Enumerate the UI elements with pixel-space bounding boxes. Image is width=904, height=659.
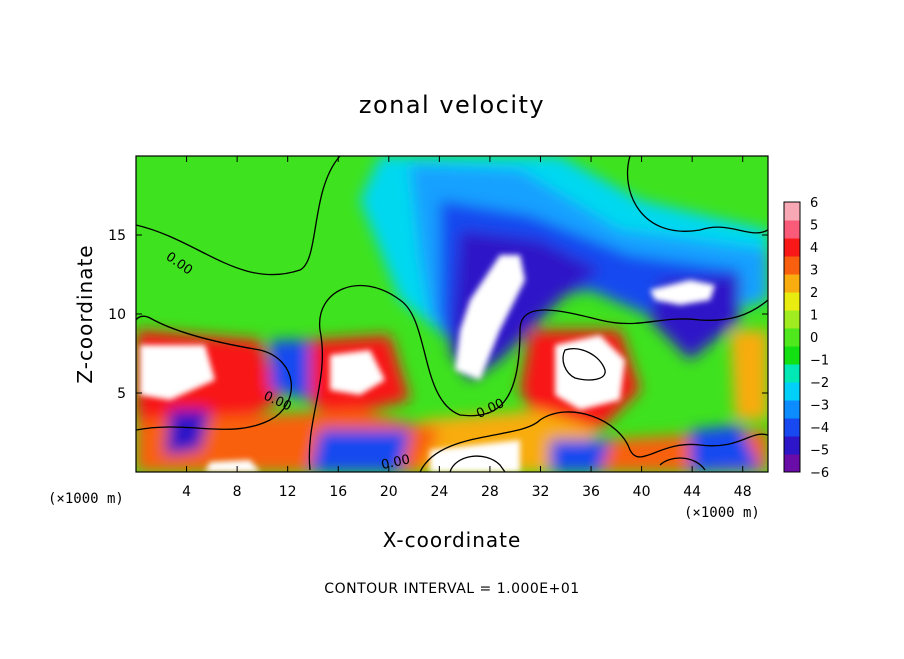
colorbar-tick-label: −4 xyxy=(810,421,829,436)
colorbar-segment xyxy=(784,454,800,473)
x-tick-label: 44 xyxy=(683,484,701,500)
colorbar-segment xyxy=(784,220,800,239)
colorbar-tick-label: 6 xyxy=(810,196,818,211)
x-axis: 4 8 12 16 20 24 28 32 36 40 44 48 xyxy=(182,156,752,500)
colorbar-segment xyxy=(784,274,800,293)
x-tick-label: 36 xyxy=(582,484,600,500)
x-tick-label: 32 xyxy=(532,484,550,500)
contour-interval-note: CONTOUR INTERVAL = 1.000E+01 xyxy=(324,581,579,597)
colorbar-segment xyxy=(784,256,800,275)
colorbar-tick-label: −3 xyxy=(810,399,829,414)
colorbar-segment xyxy=(784,418,800,437)
y-axis: 5 10 15 xyxy=(108,228,768,402)
colorbar-segment xyxy=(784,238,800,257)
x-tick-label: 12 xyxy=(279,484,297,500)
field-cores xyxy=(140,255,715,472)
x-tick-label: 48 xyxy=(734,484,752,500)
colorbar-tick-label: 3 xyxy=(810,264,818,279)
z-unit-label: (×1000 m) xyxy=(48,491,124,507)
colorbar-tick-label: 1 xyxy=(810,309,818,324)
colorbar-segment xyxy=(784,382,800,401)
colorbar-segment xyxy=(784,436,800,455)
colorbar-segment xyxy=(784,328,800,347)
velocity-field: 0.00 0.00 0.00 0.00 xyxy=(136,156,768,473)
colorbar-tick-label: −2 xyxy=(810,376,829,391)
colorbar-tick-label: −5 xyxy=(810,444,829,459)
y-tick-label: 5 xyxy=(117,386,126,402)
x-unit-label: (×1000 m) xyxy=(684,505,760,521)
colorbar-tick-label: −1 xyxy=(810,354,829,369)
chart-title: zonal velocity xyxy=(359,91,545,119)
y-tick-label: 10 xyxy=(108,307,126,323)
x-tick-label: 40 xyxy=(633,484,651,500)
contour-label: 0.00 xyxy=(380,452,411,473)
colorbar-tick-label: −6 xyxy=(810,466,829,481)
x-tick-label: 24 xyxy=(430,484,448,500)
x-tick-label: 8 xyxy=(233,484,242,500)
colorbar: 6 5 4 3 2 1 0 −1 −2 −3 −4 −5 −6 xyxy=(783,196,829,481)
y-axis-label: Z-coordinate xyxy=(73,244,97,383)
x-tick-label: 28 xyxy=(481,484,499,500)
colorbar-frame xyxy=(783,201,801,473)
y-tick-label: 15 xyxy=(108,228,126,244)
x-tick-label: 4 xyxy=(182,484,191,500)
x-axis-label: X-coordinate xyxy=(383,528,522,552)
colorbar-segment xyxy=(784,310,800,329)
colorbar-tick-label: 4 xyxy=(810,241,818,256)
zero-contours xyxy=(136,156,768,472)
x-tick-label: 16 xyxy=(329,484,347,500)
colorbar-tick-label: 0 xyxy=(810,331,818,346)
colorbar-segment xyxy=(784,364,800,383)
colorbar-tick-label: 2 xyxy=(810,286,818,301)
colorbar-segment xyxy=(784,400,800,419)
colorbar-segment xyxy=(784,346,800,365)
colorbar-segment xyxy=(784,292,800,311)
x-tick-label: 20 xyxy=(380,484,398,500)
colorbar-tick-label: 5 xyxy=(810,219,818,234)
colorbar-segment xyxy=(784,202,800,221)
